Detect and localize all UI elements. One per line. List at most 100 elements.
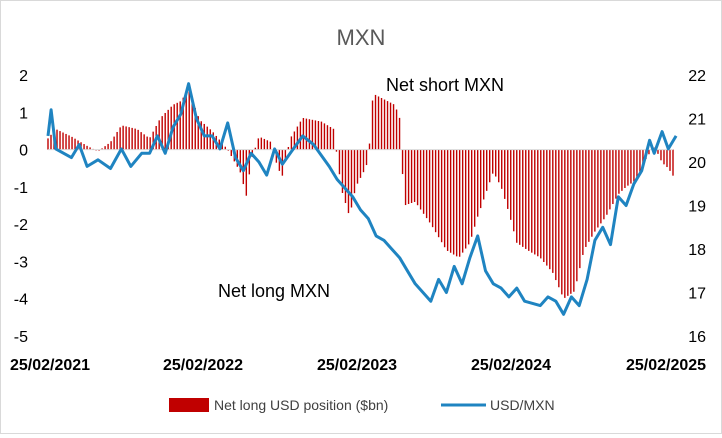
net-long-usd-bar: [591, 149, 593, 237]
net-long-usd-bar: [158, 120, 160, 150]
net-long-usd-bar: [434, 149, 437, 233]
net-long-usd-bar: [669, 149, 671, 171]
right-tick-label: 22: [688, 68, 706, 85]
net-long-usd-bar: [194, 107, 196, 150]
net-long-usd-bar: [98, 149, 100, 151]
net-long-usd-bar: [428, 149, 431, 223]
net-long-usd-bar: [137, 129, 139, 150]
net-long-usd-bar: [380, 98, 383, 150]
net-long-usd-bar: [395, 109, 398, 150]
net-long-usd-bar: [543, 149, 545, 262]
net-long-usd-bar: [633, 149, 635, 182]
net-long-usd-bar: [504, 149, 506, 199]
net-long-usd-bar: [597, 149, 599, 228]
net-long-usd-bar: [473, 149, 476, 227]
net-long-usd-bar: [275, 149, 278, 163]
net-long-usd-bar: [398, 117, 401, 150]
net-long-usd-bar: [440, 149, 443, 243]
net-long-usd-bar: [425, 149, 428, 219]
net-long-usd-bar: [143, 134, 145, 150]
x-tick-label: 25/02/2024: [471, 357, 551, 374]
net-long-usd-bar: [573, 149, 575, 292]
net-long-usd-bar: [332, 128, 335, 150]
net-long-usd-bar: [149, 137, 151, 150]
net-long-usd-bar: [525, 149, 527, 249]
net-long-usd-bar: [179, 101, 181, 150]
net-long-usd-bar: [56, 129, 58, 150]
net-long-usd-bar: [377, 96, 380, 150]
net-long-usd-bar: [636, 149, 638, 180]
net-long-usd-bar: [549, 149, 551, 270]
net-long-usd-bar: [389, 102, 392, 150]
net-long-usd-bar: [347, 149, 350, 214]
net-long-usd-bar: [353, 149, 356, 194]
net-long-usd-bar: [588, 149, 590, 242]
net-long-usd-bar: [146, 136, 148, 150]
net-long-usd-bar: [242, 149, 245, 185]
right-tick-label: 17: [688, 286, 706, 303]
net-long-usd-bar: [555, 149, 557, 281]
net-long-usd-bar: [140, 132, 142, 150]
net-long-usd-bar: [401, 149, 404, 175]
net-long-usd-bar: [224, 146, 226, 150]
net-long-usd-bar: [59, 131, 61, 150]
net-long-usd-bar: [293, 131, 296, 150]
x-tick-label: 25/02/2025: [626, 357, 706, 374]
legend: Net long USD position ($bn) USD/MXN: [169, 397, 555, 413]
net-long-usd-bar: [305, 118, 308, 150]
net-long-usd-bar: [320, 121, 323, 150]
net-long-usd-bar: [621, 149, 623, 191]
net-long-usd-bar: [299, 121, 302, 150]
net-long-usd-bar: [558, 149, 560, 288]
net-long-usd-bar: [443, 149, 446, 248]
net-long-usd-bar: [362, 149, 365, 173]
left-tick-label: 1: [19, 105, 28, 122]
net-long-usd-bar: [615, 149, 617, 199]
x-tick-label: 25/02/2022: [163, 357, 243, 374]
net-long-usd-bar: [404, 149, 407, 206]
right-tick-label: 18: [688, 242, 706, 259]
net-long-usd-bar: [113, 136, 115, 150]
net-long-usd-bar: [507, 149, 509, 209]
net-long-usd-bar: [672, 149, 674, 176]
net-long-usd-bar: [62, 132, 64, 150]
net-long-usd-bar: [467, 149, 470, 245]
net-long-usd-bar: [110, 141, 112, 150]
net-long-usd-bar: [71, 136, 73, 150]
net-long-usd-bar: [383, 99, 386, 150]
net-long-usd-bar: [260, 137, 263, 150]
net-long-usd-bar: [290, 136, 293, 150]
net-long-usd-bar: [648, 149, 650, 155]
net-long-usd-bar: [230, 149, 232, 157]
net-long-usd-bar: [413, 149, 416, 202]
net-long-usd-bar: [47, 138, 49, 150]
net-long-usd-bar: [329, 126, 332, 150]
net-long-usd-bar: [344, 149, 347, 204]
net-long-usd-bar: [68, 135, 70, 150]
net-long-usd-bar: [531, 149, 533, 253]
legend-bar-label: Net long USD position ($bn): [214, 397, 388, 413]
net-long-usd-bar: [476, 149, 479, 217]
net-long-usd-bar: [522, 149, 524, 247]
net-long-usd-bar: [419, 149, 422, 210]
net-long-usd-bar: [368, 143, 371, 150]
net-long-usd-bar: [206, 126, 208, 150]
net-long-usd-bar: [452, 149, 455, 255]
net-long-usd-bar: [89, 147, 91, 150]
right-tick-label: 16: [688, 329, 706, 346]
net-long-usd-bar: [639, 149, 641, 173]
left-tick-label: -5: [14, 329, 28, 346]
net-long-usd-bar: [642, 149, 644, 166]
net-long-usd-bar: [296, 126, 299, 150]
net-long-usd-bar: [546, 149, 548, 266]
net-long-usd-bar: [552, 149, 554, 273]
net-long-usd-bar: [657, 149, 659, 154]
right-tick-label: 20: [688, 155, 706, 172]
x-axis: 25/02/2021 25/02/2022 25/02/2023 25/02/2024…: [10, 357, 706, 374]
net-long-usd-bar: [284, 149, 287, 162]
annotation-net-long: Net long MXN: [218, 281, 330, 301]
net-long-usd-bar: [350, 149, 353, 208]
net-long-usd-bar: [486, 149, 488, 191]
